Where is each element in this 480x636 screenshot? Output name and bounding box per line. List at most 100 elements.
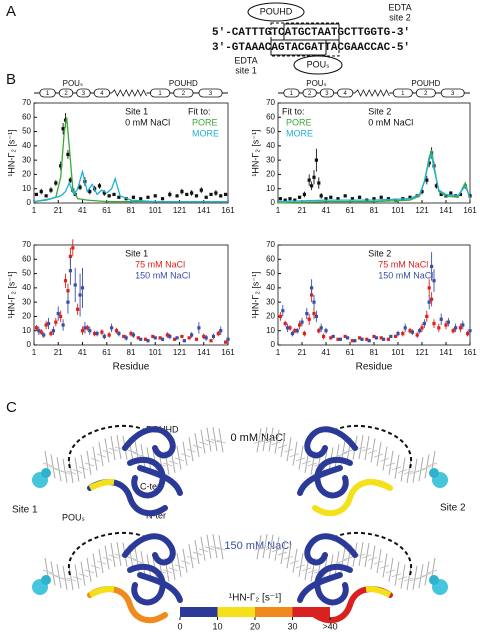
dna-stick bbox=[406, 565, 412, 591]
data-point bbox=[382, 337, 386, 341]
dna-stick bbox=[280, 432, 286, 458]
data-point bbox=[71, 246, 75, 250]
data-point bbox=[458, 326, 462, 330]
dna-stick bbox=[108, 447, 119, 452]
data-point bbox=[124, 336, 128, 340]
dna-stick bbox=[268, 427, 274, 452]
helix bbox=[93, 88, 111, 98]
dna-stick bbox=[409, 577, 420, 582]
data-point bbox=[300, 320, 304, 324]
dna-stick bbox=[292, 548, 298, 573]
ribbon bbox=[297, 465, 343, 496]
data-point bbox=[153, 336, 157, 340]
data-point bbox=[322, 334, 326, 339]
fit-line bbox=[277, 152, 471, 203]
data-point bbox=[449, 191, 453, 195]
data-point bbox=[432, 321, 436, 326]
dna-stick bbox=[295, 564, 306, 569]
dna-stick bbox=[78, 573, 89, 578]
data-point bbox=[420, 189, 424, 194]
linker bbox=[111, 89, 147, 97]
dna-stick bbox=[210, 545, 221, 550]
data-point bbox=[336, 197, 340, 201]
data-point bbox=[420, 326, 424, 330]
data-point bbox=[389, 334, 393, 339]
dna-stick bbox=[337, 452, 348, 457]
dna-stick bbox=[216, 546, 227, 551]
y-tick-label: 30 bbox=[22, 155, 31, 164]
x-tick-label: 81 bbox=[127, 206, 136, 215]
x-tick-label: 101 bbox=[149, 206, 163, 215]
data-point bbox=[187, 336, 191, 340]
dna-stick bbox=[334, 551, 340, 576]
annotation: 0 mM NaCl bbox=[368, 117, 413, 127]
dna-stick bbox=[182, 548, 188, 573]
data-point bbox=[430, 264, 434, 269]
data-point bbox=[302, 331, 306, 336]
dna-stick bbox=[92, 446, 98, 471]
data-point bbox=[408, 195, 412, 199]
y-tick-label: 0 bbox=[27, 340, 32, 349]
edta-tag bbox=[429, 468, 439, 478]
x-tick-label: 41 bbox=[322, 348, 331, 357]
data-point bbox=[324, 197, 328, 201]
dna-stick bbox=[412, 458, 418, 483]
dna-stick bbox=[98, 441, 104, 467]
ribbon bbox=[127, 456, 166, 499]
x-tick-label: 81 bbox=[127, 348, 136, 357]
dna-stick bbox=[186, 448, 197, 453]
data-point bbox=[350, 197, 354, 201]
dna-stick bbox=[206, 534, 212, 559]
ribbon bbox=[314, 456, 353, 499]
dna-stick bbox=[289, 560, 300, 565]
x-tick-label: 161 bbox=[221, 206, 235, 215]
dna-stick bbox=[126, 449, 137, 454]
x-tick-label: 61 bbox=[346, 348, 355, 357]
data-point bbox=[372, 334, 376, 339]
x-tick-label: 141 bbox=[439, 206, 453, 215]
helix bbox=[392, 88, 413, 98]
dna-stick bbox=[361, 447, 372, 452]
annotation: 0 mM NaCl bbox=[125, 117, 170, 127]
dna-stick bbox=[132, 559, 143, 564]
dna-stick bbox=[116, 434, 122, 460]
data-point bbox=[458, 192, 462, 197]
domain-label: POUHD bbox=[169, 79, 198, 88]
x-tick-label: 1 bbox=[32, 348, 37, 357]
data-point bbox=[329, 336, 333, 340]
colorbar-segment bbox=[255, 607, 293, 617]
y-tick-label: 10 bbox=[266, 184, 275, 193]
helix-label: 4 bbox=[344, 91, 348, 97]
data-point bbox=[51, 329, 55, 333]
dna-stick bbox=[188, 544, 194, 569]
data-point bbox=[360, 337, 364, 341]
data-point bbox=[358, 336, 362, 340]
dna-stick bbox=[271, 548, 282, 553]
dna-stick bbox=[104, 438, 110, 463]
dna-stick bbox=[72, 576, 83, 580]
data-point bbox=[468, 329, 472, 333]
helix-label: 3 bbox=[209, 91, 213, 97]
plot-frame bbox=[277, 244, 471, 346]
dna-stick bbox=[283, 448, 294, 453]
structure bbox=[253, 424, 448, 517]
dna-stick bbox=[50, 454, 56, 479]
data-point bbox=[386, 197, 390, 201]
dna-stick bbox=[176, 552, 182, 577]
dna-stick bbox=[78, 466, 89, 471]
dna-stick bbox=[421, 573, 432, 577]
data-point bbox=[54, 320, 58, 324]
data-point bbox=[39, 189, 43, 194]
legend-entry: 75 mM NaCl bbox=[378, 259, 428, 269]
data-point bbox=[175, 194, 179, 198]
y-tick-label: 30 bbox=[266, 155, 275, 164]
x-tick-label: 61 bbox=[346, 206, 355, 215]
data-point bbox=[432, 279, 436, 283]
helix-label: 1 bbox=[290, 91, 294, 97]
data-point bbox=[305, 311, 309, 316]
dna-stick bbox=[391, 466, 402, 471]
ribbon bbox=[88, 478, 115, 491]
data-point bbox=[422, 321, 426, 326]
dna-stick bbox=[74, 457, 80, 482]
data-point bbox=[437, 326, 441, 330]
